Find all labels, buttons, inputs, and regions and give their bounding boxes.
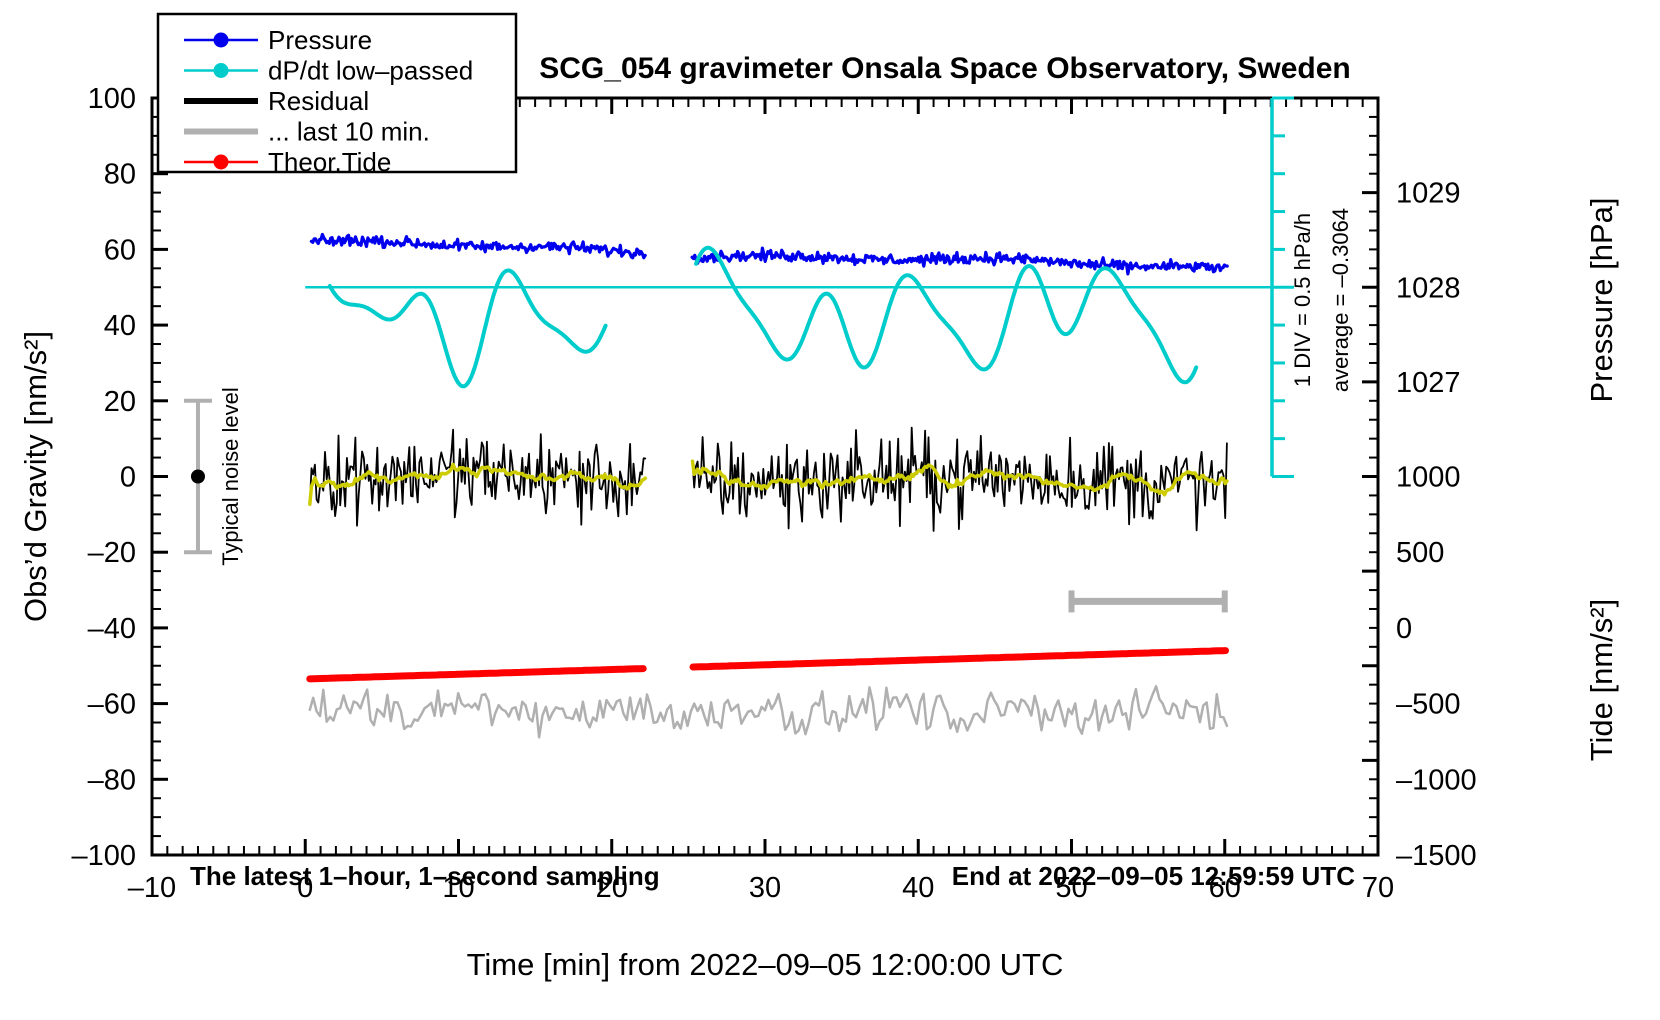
tide-tick-label: –1500 — [1396, 840, 1477, 872]
x-tick-label: 30 — [749, 872, 781, 904]
chart-title: SCG_054 gravimeter Onsala Space Observat… — [539, 52, 1351, 85]
x-tick-label: 70 — [1362, 872, 1394, 904]
y-tick-label: 60 — [104, 234, 136, 266]
x-tick-label: 50 — [1055, 872, 1087, 904]
dpdt-trace — [327, 268, 608, 389]
x-tick-label: –10 — [128, 872, 176, 904]
x-axis-title: Time [min] from 2022–09–05 12:00:00 UTC — [467, 947, 1064, 982]
x-tick-label: 0 — [297, 872, 313, 904]
y-tick-label: –20 — [88, 537, 136, 569]
right-axis-ticks — [1362, 96, 1378, 857]
y-tick-label: –80 — [88, 764, 136, 796]
pressure-trace — [690, 246, 1229, 276]
end-time-note: End at 2022–09–05 12:59:59 UTC — [952, 861, 1355, 891]
tide-tick-label: 500 — [1396, 537, 1444, 569]
pressure-axis-title: Pressure [hPa] — [1584, 197, 1619, 402]
average-label: average = –0.3064 — [1328, 208, 1353, 392]
tide-trace — [689, 647, 1229, 671]
y-tick-label: 20 — [104, 386, 136, 418]
x-tick-label: 40 — [902, 872, 934, 904]
tide-trace — [306, 665, 647, 683]
legend-label: Pressure — [268, 25, 372, 55]
y-tick-label: –60 — [88, 689, 136, 721]
y-tick-label: 80 — [104, 159, 136, 191]
residual-smoothed — [690, 459, 1229, 497]
residual-smoothed — [308, 462, 648, 506]
tide-tick-label: –1000 — [1396, 764, 1477, 796]
legend-label: ... last 10 min. — [268, 117, 430, 147]
y-tick-label: –40 — [88, 613, 136, 645]
dpdt-trace — [694, 245, 1199, 385]
x-tick-label: 20 — [596, 872, 628, 904]
y-tick-label: –100 — [71, 840, 136, 872]
x-tick-label: 60 — [1209, 872, 1241, 904]
pressure-trace — [309, 232, 647, 260]
legend-label: Residual — [268, 86, 369, 116]
noise-level-label: Typical noise level — [218, 387, 243, 566]
y-axis-title: Obs’d Gravity [nm/s²] — [18, 331, 53, 622]
y-tick-label: 40 — [104, 310, 136, 342]
legend-label: Theor.Tide — [268, 147, 391, 177]
tide-axis-title: Tide [nm/s²] — [1584, 599, 1619, 762]
pressure-tick-label: 1027 — [1396, 367, 1461, 399]
y-axis-ticks — [152, 96, 168, 857]
legend-label: dP/dt low–passed — [268, 56, 473, 86]
tide-tick-label: 1000 — [1396, 462, 1461, 494]
y-tick-label: 100 — [88, 83, 136, 115]
last10-trace — [308, 685, 1229, 739]
residual-trace — [691, 426, 1228, 532]
legend-marker — [213, 32, 229, 48]
pressure-tick-label: 1028 — [1396, 272, 1461, 304]
y-tick-label: 0 — [120, 462, 136, 494]
legend-marker — [213, 63, 229, 78]
tide-tick-label: –500 — [1396, 689, 1461, 721]
noise-center-dot — [190, 469, 205, 484]
div-scale-label: 1 DIV = 0.5 hPa/h — [1290, 213, 1315, 387]
sampling-note: The latest 1–hour, 1–second sampling — [190, 861, 660, 891]
legend-marker — [213, 154, 229, 170]
pressure-tick-label: 1029 — [1396, 178, 1461, 210]
tide-tick-label: 0 — [1396, 613, 1412, 645]
x-tick-label: 10 — [442, 872, 474, 904]
